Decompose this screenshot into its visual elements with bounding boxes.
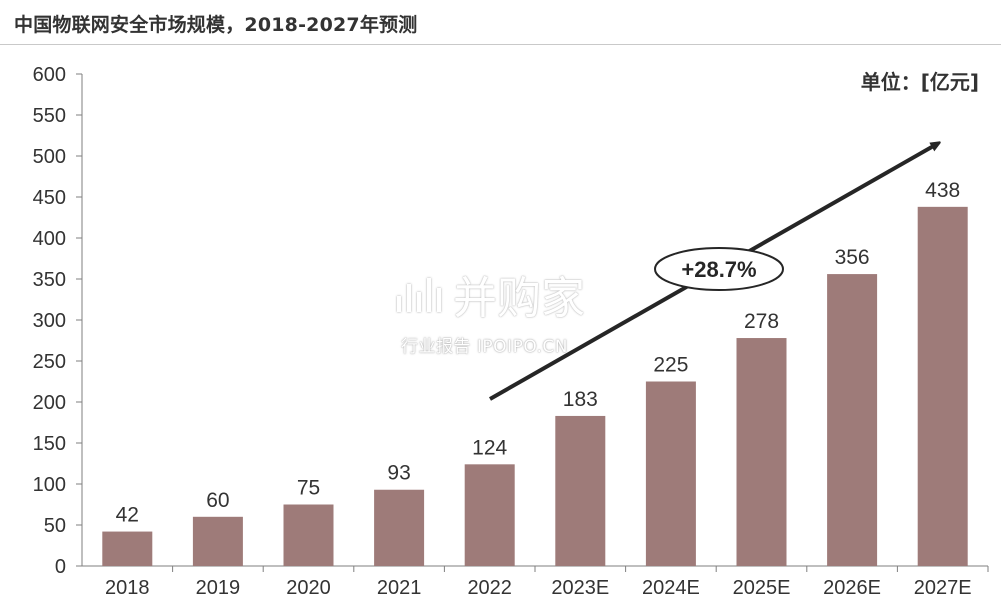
title-divider [0, 44, 1001, 45]
bar-2027E [917, 206, 968, 566]
data-label-2021: 93 [387, 462, 410, 485]
y-tick-label: 500 [33, 146, 66, 168]
bar-2018 [102, 531, 153, 566]
bar-2019 [192, 516, 243, 566]
data-label-2020: 75 [297, 477, 320, 500]
bars [102, 206, 968, 566]
y-tick-label: 50 [44, 515, 66, 537]
growth-label-ellipse [654, 247, 784, 291]
x-tick-label: 2021 [377, 577, 422, 599]
y-tick-label: 350 [33, 269, 66, 291]
bar-2026E [827, 274, 878, 566]
y-tick-label: 300 [33, 310, 66, 332]
x-tick-label: 2020 [286, 577, 331, 599]
growth-arrow: +28.7% [489, 144, 937, 401]
y-axis: 0 50 100 150 200 250 300 350 400 450 500 550 600 [33, 64, 83, 578]
y-tick-label: 0 [55, 556, 66, 578]
bar-2024E [645, 381, 696, 566]
bar-2023E [555, 415, 606, 566]
y-tick-label: 450 [33, 187, 66, 209]
x-axis: 2018 2019 2020 2021 2022 2023E 2024E 2025E 2026E… [82, 565, 989, 599]
data-label-2022: 124 [472, 436, 507, 459]
data-label-2026E: 356 [835, 246, 870, 269]
bar-2020 [283, 504, 334, 566]
y-tick-label: 150 [33, 433, 66, 455]
x-tick-label: 2026E [823, 577, 881, 599]
bar-2025E [736, 338, 787, 566]
x-tick-label: 2023E [551, 577, 609, 599]
x-tick-label: 2022 [467, 577, 512, 599]
unit-label: 单位：[亿元] [860, 70, 979, 94]
chart-title: 中国物联网安全市场规模，2018-2027年预测 [14, 14, 418, 36]
y-tick-label: 550 [33, 105, 66, 127]
x-tick-label: 2027E [914, 577, 972, 599]
data-label-2024E: 225 [653, 354, 688, 377]
x-tick-label: 2024E [642, 577, 700, 599]
data-labels: 42 60 75 93 124 183 225 278 356 438 [116, 179, 961, 527]
y-tick-label: 600 [33, 64, 66, 86]
data-label-2018: 42 [116, 504, 139, 527]
growth-label: +28.7% [681, 257, 756, 282]
bar-2022 [464, 464, 515, 566]
data-label-2023E: 183 [563, 388, 598, 411]
y-tick-label: 200 [33, 392, 66, 414]
x-tick-label: 2018 [105, 577, 150, 599]
y-tick-label: 100 [33, 474, 66, 496]
bar-2021 [374, 489, 425, 566]
y-tick-label: 400 [33, 228, 66, 250]
x-tick-label: 2025E [733, 577, 791, 599]
data-label-2025E: 278 [744, 310, 779, 333]
data-label-2027E: 438 [925, 179, 960, 202]
x-tick-label: 2019 [196, 577, 241, 599]
y-tick-label: 250 [33, 351, 66, 373]
data-label-2019: 60 [206, 489, 229, 512]
